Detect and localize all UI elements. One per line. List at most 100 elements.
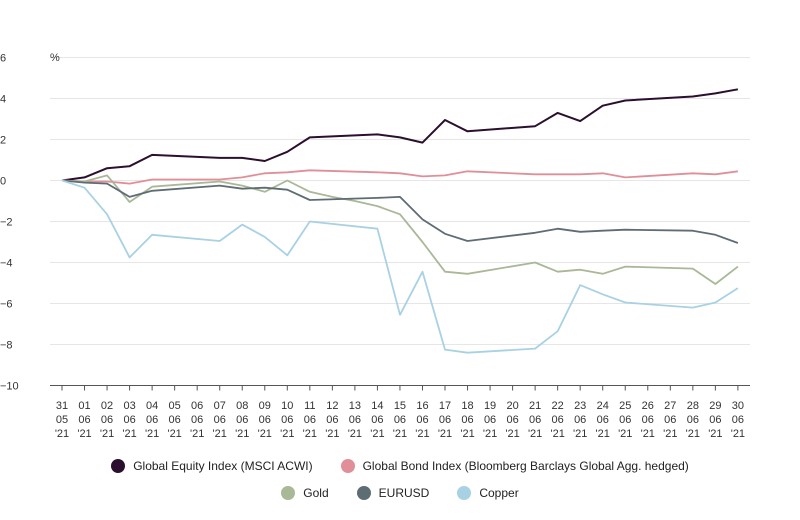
x-tick-label: '21 [731, 428, 745, 440]
series-line-global-bond-index-bloomberg-barclays-global-agg-hedged [61, 169, 739, 185]
x-tick-label: '21 [235, 428, 249, 440]
series-line-global-equity-index-msci-acwi [61, 88, 739, 182]
y-axis-label: % [50, 52, 60, 64]
x-tick-label: '21 [393, 428, 407, 440]
x-tick-label: 24 [597, 400, 609, 412]
x-tick-label: 06 [529, 414, 541, 426]
legend-swatch [281, 486, 296, 500]
x-tick-label: 06 [371, 414, 383, 426]
legend-row-1: Global Equity Index (MSCI ACWI) Global B… [0, 459, 800, 473]
x-tick-label: '21 [55, 428, 69, 440]
y-tick-label: −8 [0, 340, 13, 352]
x-tick-label: 12 [326, 400, 338, 412]
legend-label: Gold [303, 486, 329, 500]
x-tick-label: 06 [214, 414, 226, 426]
legend-item-gold: Gold [281, 486, 329, 500]
x-tick-label: 06 [169, 414, 181, 426]
x-tick-label: '21 [303, 428, 317, 440]
series-line-eurusd [61, 179, 739, 244]
x-tick-label: 06 [439, 414, 451, 426]
x-tick-label: '21 [505, 428, 519, 440]
x-tick-label: '21 [213, 428, 227, 440]
x-tick-label: 06 [461, 414, 473, 426]
x-tick-label: 06 [732, 414, 744, 426]
x-tick-label: 15 [394, 400, 406, 412]
series-line-copper [61, 179, 739, 354]
x-tick-label: 06 [304, 414, 316, 426]
x-tick-label: 06 [78, 414, 90, 426]
legend-label: Copper [479, 486, 519, 500]
legend-swatch [356, 486, 371, 500]
x-tick-label: '21 [550, 428, 564, 440]
x-tick-label: 06 [597, 414, 609, 426]
y-tick-label: 6 [0, 53, 6, 65]
x-tick-label: 06 [506, 414, 518, 426]
x-tick-label: '21 [145, 428, 159, 440]
x-tick-label: 17 [439, 400, 451, 412]
x-tick-label: 06 [642, 414, 654, 426]
x-tick-label: 30 [732, 400, 744, 412]
x-axis: 31 05 '21 01 06 '21 02 06 '21 03 06 '21 04 06 '21 05 06 '… [55, 385, 745, 440]
x-tick-label: '21 [190, 428, 204, 440]
x-tick-label: 23 [574, 400, 586, 412]
x-tick-label: 01 [78, 400, 90, 412]
x-tick-label: 06 [709, 414, 721, 426]
x-tick-label: 11 [304, 400, 315, 412]
x-tick-label: 14 [371, 400, 383, 412]
legend-swatch [111, 459, 126, 473]
x-tick-label: 28 [687, 400, 699, 412]
y-tick-label: −2 [0, 217, 13, 229]
legend-label: Global Equity Index (MSCI ACWI) [133, 459, 313, 473]
legend-label: Global Bond Index (Bloomberg Barclays Gl… [362, 459, 689, 473]
x-tick-label: 06 [259, 414, 271, 426]
x-tick-label: 10 [281, 400, 293, 412]
y-tick-label: 2 [0, 135, 6, 147]
legend-row-2: Gold EURUSD Copper [0, 486, 800, 500]
x-tick-label: 06 [101, 414, 113, 426]
y-tick-label: −6 [0, 299, 13, 311]
x-tick-label: '21 [618, 428, 632, 440]
x-tick-label: '21 [100, 428, 114, 440]
x-tick-label: 16 [416, 400, 428, 412]
x-tick-label: '21 [686, 428, 700, 440]
legend-swatch [340, 459, 355, 473]
legend-item-copper: Copper [457, 486, 519, 500]
x-tick-label: 05 [56, 414, 68, 426]
x-tick-label: 06 [394, 414, 406, 426]
x-tick-label: 03 [123, 400, 135, 412]
x-tick-label: '21 [280, 428, 294, 440]
x-tick-label: 09 [259, 400, 271, 412]
y-tick-label: 0 [0, 176, 6, 188]
series-line-gold [61, 174, 739, 285]
x-tick-label: 31 [56, 400, 68, 412]
x-tick-label: '21 [438, 428, 452, 440]
x-tick-label: 06 [619, 414, 631, 426]
y-tick-label: −4 [0, 258, 13, 270]
x-tick-label: 22 [552, 400, 564, 412]
x-tick-label: '21 [596, 428, 610, 440]
x-tick-label: 06 [552, 414, 564, 426]
x-tick-label: 06 [484, 414, 496, 426]
y-tick-label: −10 [0, 381, 19, 393]
x-tick-label: '21 [663, 428, 677, 440]
x-tick-label: 06 [664, 414, 676, 426]
x-tick-label: '21 [122, 428, 136, 440]
x-tick-label: '21 [325, 428, 339, 440]
x-tick-label: '21 [483, 428, 497, 440]
x-tick-label: '21 [708, 428, 722, 440]
x-tick-label: '21 [641, 428, 655, 440]
x-tick-label: 25 [619, 400, 631, 412]
x-tick-label: 06 [326, 414, 338, 426]
x-tick-label: 06 [281, 414, 293, 426]
x-tick-label: 06 [687, 414, 699, 426]
x-tick-label: 07 [214, 400, 226, 412]
legend-item-bond: Global Bond Index (Bloomberg Barclays Gl… [340, 459, 689, 473]
x-tick-label: '21 [528, 428, 542, 440]
x-tick-label: 20 [506, 400, 518, 412]
grid-lines [50, 57, 750, 386]
x-tick-label: '21 [167, 428, 181, 440]
legend-label: EURUSD [378, 486, 430, 500]
y-tick-label: 4 [0, 94, 6, 106]
x-tick-label: '21 [348, 428, 362, 440]
